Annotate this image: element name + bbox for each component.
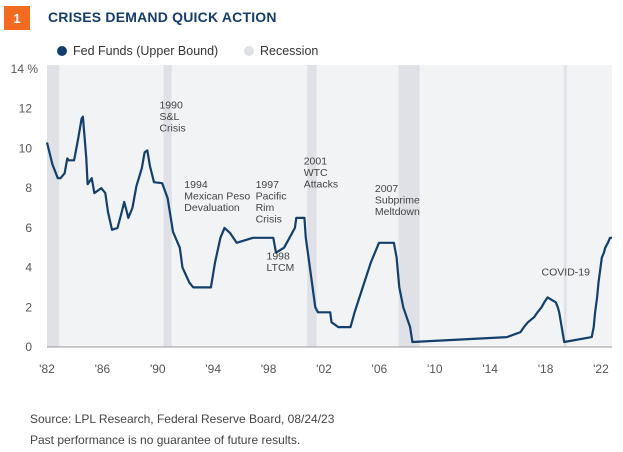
recession-band <box>47 65 60 347</box>
annotation-line: Pacific <box>256 191 287 203</box>
x-tick-label: '82 <box>39 362 55 376</box>
annotation-line: Rim <box>256 202 275 214</box>
y-tick-label: 10 <box>19 141 33 155</box>
x-tick-label: '90 <box>150 362 166 376</box>
source-note: Source: LPL Research, Federal Reserve Bo… <box>30 412 335 426</box>
annotation-label: 1997 Pacific Rim Crisis <box>256 179 287 226</box>
annotation-line: 1990 <box>159 100 183 112</box>
annotation-line: 1994 <box>184 179 208 191</box>
y-tick-label: 14 % <box>11 62 39 76</box>
annotation-line: 2007 <box>375 183 399 195</box>
legend-dot-icon <box>57 46 67 56</box>
annotation-line: Mexican Peso <box>184 191 250 203</box>
annotation-line: Crisis <box>159 123 185 135</box>
annotation-label: COVID-19 <box>542 267 591 279</box>
legend-dot-icon <box>244 46 254 56</box>
annotation-label: 1994 Mexican Peso Devaluation <box>184 179 250 214</box>
x-tick-label: '06 <box>372 362 388 376</box>
annotation-line: 2001 <box>304 155 328 167</box>
legend-item-fed-funds: Fed Funds (Upper Bound) <box>57 44 218 58</box>
x-tick-label: '14 <box>482 362 498 376</box>
x-tick-label: '86 <box>95 362 111 376</box>
recession-band <box>398 65 420 347</box>
x-tick-label: '18 <box>538 362 554 376</box>
plot-background <box>47 65 612 347</box>
annotation-line: WTC <box>304 167 328 179</box>
fed-funds-line <box>45 115 612 344</box>
annotation-line: COVID-19 <box>542 267 591 279</box>
y-tick-label: 8 <box>25 181 32 195</box>
x-tick-label: '98 <box>261 362 277 376</box>
y-tick-label: 0 <box>25 340 32 354</box>
x-tick-label: '22 <box>593 362 609 376</box>
chart-title: CRISES DEMAND QUICK ACTION <box>48 9 277 25</box>
annotation-line: S&L <box>159 111 179 123</box>
y-tick-label: 4 <box>25 261 32 275</box>
annotation-label: 2007 Subprime Meltdown <box>375 183 420 218</box>
annotation-label: 2001 WTC Attacks <box>304 155 338 190</box>
disclaimer: Past performance is no guarantee of futu… <box>30 433 301 447</box>
y-tick-label: 2 <box>25 300 32 314</box>
annotation-line: Subprime <box>375 195 420 207</box>
annotation-label: 1998 LTCM <box>266 251 294 275</box>
legend-label: Recession <box>260 44 319 58</box>
x-tick-label: '10 <box>427 362 443 376</box>
annotation-line: Devaluation <box>184 202 240 214</box>
legend-item-recession: Recession <box>244 44 318 58</box>
annotation-label: 1990 S&L Crisis <box>159 100 185 135</box>
recession-band <box>307 65 317 347</box>
recession-band <box>563 65 567 347</box>
y-tick-label: 6 <box>25 221 32 235</box>
legend-label: Fed Funds (Upper Bound) <box>73 44 219 58</box>
y-tick-label: 12 <box>19 102 33 116</box>
annotation-line: Meltdown <box>375 206 420 218</box>
annotation-line: Attacks <box>304 178 338 190</box>
annotation-line: LTCM <box>266 262 294 274</box>
annotation-line: 1997 <box>256 179 280 191</box>
recession-band <box>163 65 172 347</box>
annotation-line: 1998 <box>266 251 290 263</box>
figure-number-badge: 1 <box>4 6 30 30</box>
annotation-line: Crisis <box>256 214 282 226</box>
x-tick-label: '02 <box>316 362 332 376</box>
x-tick-label: '94 <box>205 362 221 376</box>
